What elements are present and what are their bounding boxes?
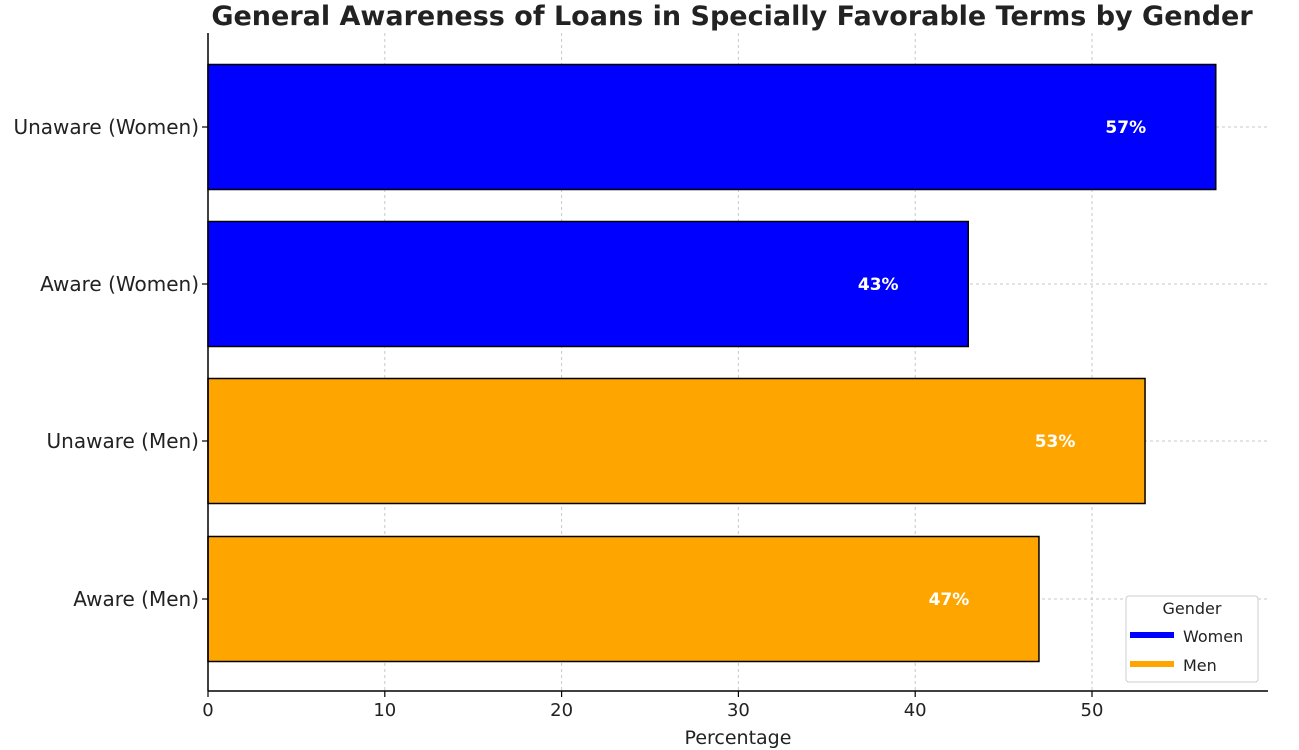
data-label: 47% — [929, 590, 970, 610]
x-tick-label: 0 — [202, 700, 213, 721]
bar — [207, 377, 1146, 505]
y-tick-labels: Unaware (Women) Aware (Women) Unaware (Men… — [13, 115, 208, 611]
x-tick-label: 20 — [550, 700, 573, 721]
legend-label-women: Women — [1183, 627, 1243, 646]
data-label: 53% — [1035, 432, 1076, 452]
legend-title: Gender — [1163, 599, 1222, 618]
x-tick-label: 40 — [904, 700, 927, 721]
bar — [207, 535, 1040, 663]
y-tick-label: Unaware (Women) — [13, 115, 199, 139]
data-label: 43% — [858, 275, 899, 295]
bars — [207, 63, 1217, 663]
legend-swatch-men — [1130, 661, 1174, 667]
legend-label-men: Men — [1183, 656, 1217, 675]
x-tick-label: 50 — [1081, 700, 1104, 721]
x-tick-label: 10 — [373, 700, 396, 721]
y-tick-label: Aware (Men) — [73, 587, 199, 611]
x-axis-label: Percentage — [685, 727, 792, 749]
chart-title: General Awareness of Loans in Specially … — [211, 1, 1253, 32]
legend-box — [1125, 595, 1259, 683]
data-labels: 57% 43% 53% 47% — [858, 118, 1146, 610]
bar — [207, 63, 1217, 191]
y-tick-label: Aware (Women) — [40, 272, 199, 296]
legend: Gender Women Men — [1125, 595, 1259, 683]
data-label: 57% — [1105, 118, 1146, 138]
x-tick-label: 30 — [727, 700, 750, 721]
bar — [207, 220, 969, 348]
y-tick-label: Unaware (Men) — [47, 429, 199, 453]
x-ticks: 0 10 20 30 40 50 — [202, 691, 1103, 721]
legend-swatch-women — [1130, 632, 1174, 638]
